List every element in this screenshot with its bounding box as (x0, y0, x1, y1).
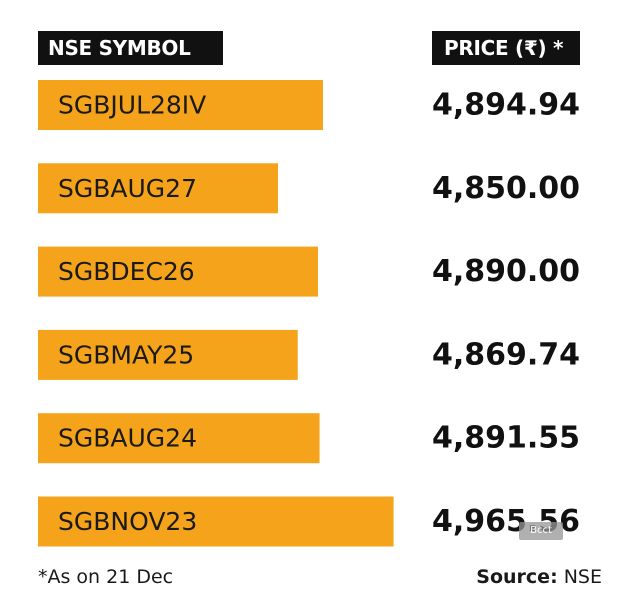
bar-sgbaug27 (38, 163, 278, 214)
category-label: SGBMAY25 (58, 340, 194, 369)
bar-sgbnov23 (38, 496, 394, 547)
price-value-label: 4,890.00 (432, 254, 580, 289)
symbol-column-header: NSE SYMBOL (38, 31, 223, 65)
category-label: SGBJUL28IV (58, 91, 206, 120)
bar-sgbdec26 (38, 246, 318, 297)
source-credit: Source: NSE (476, 566, 602, 588)
price-value-label: 4,869.74 (432, 337, 580, 372)
source-label: Source: (476, 566, 558, 588)
category-label: SGBDEC26 (58, 257, 195, 286)
bar-sgbmay25 (38, 329, 298, 380)
watermark-badge: Bcct (519, 522, 563, 540)
price-column-header: PRICE (₹) * (432, 31, 580, 65)
bar-sgbjul28iv (38, 80, 323, 130)
price-value-label: 4,894.94 (432, 88, 580, 123)
date-footnote: *As on 21 Dec (38, 566, 174, 588)
category-label: SGBAUG27 (58, 174, 197, 203)
price-value-label: 4,850.00 (432, 171, 580, 206)
price-value-label: 4,891.55 (432, 421, 580, 456)
category-label: SGBNOV23 (58, 507, 197, 536)
source-value: NSE (563, 566, 602, 588)
bar-sgbaug24 (38, 413, 320, 464)
category-label: SGBAUG24 (58, 424, 197, 453)
